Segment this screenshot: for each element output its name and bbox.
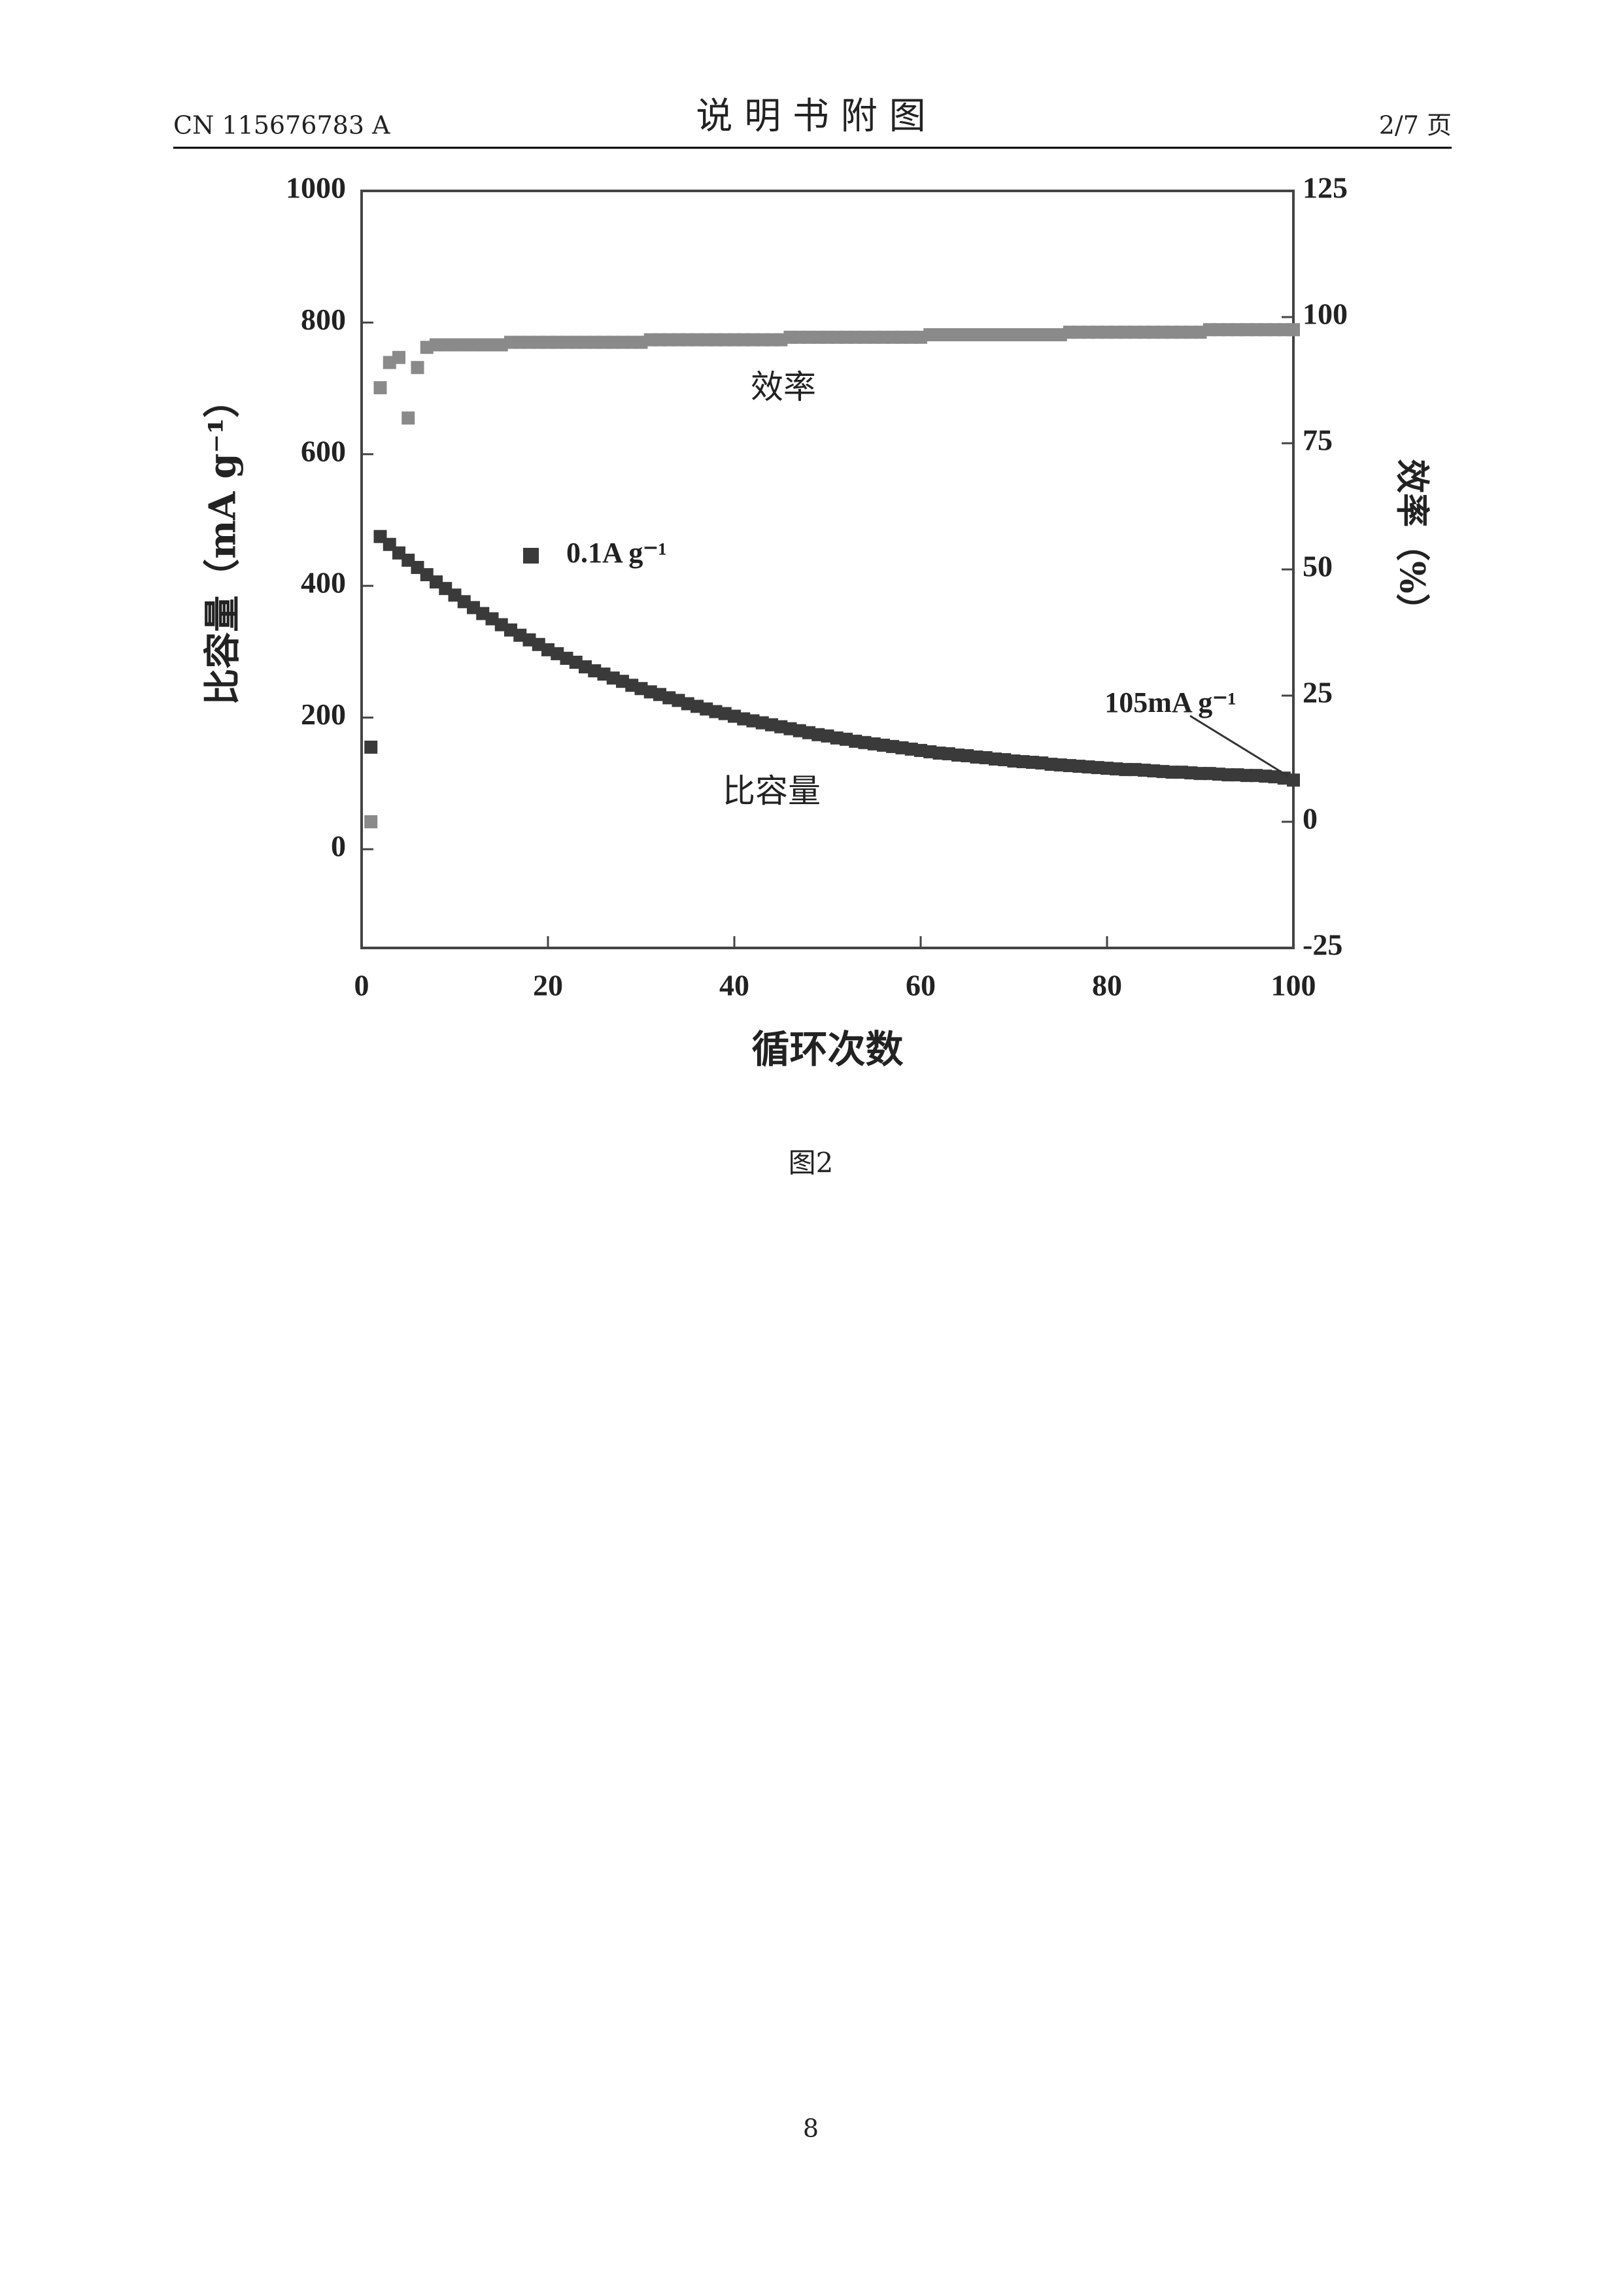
x-tick-label: 20 xyxy=(533,969,563,1002)
data-point xyxy=(1287,773,1300,787)
page-title: 说 明 书 附 图 xyxy=(696,95,925,138)
data-point xyxy=(411,361,424,375)
y-tick-label: 600 xyxy=(301,434,346,467)
x-axis-title: 循环次数 xyxy=(751,1027,903,1072)
annotation-arrow xyxy=(1189,715,1289,777)
y2-tick-label: 50 xyxy=(1303,550,1333,583)
data-point xyxy=(364,740,378,754)
y2-tick-label: -25 xyxy=(1303,928,1342,962)
series-label: 效率 xyxy=(751,368,816,406)
y2-tick-label: 100 xyxy=(1303,297,1348,331)
x-tick-label: 40 xyxy=(719,969,749,1002)
series-label: 比容量 xyxy=(723,772,821,810)
legend-marker xyxy=(523,548,539,564)
page-counter: 2/7 页 xyxy=(1379,111,1452,140)
x-tick-label: 0 xyxy=(354,969,369,1002)
plot-frame xyxy=(360,190,1295,949)
y2-tick-label: 0 xyxy=(1303,802,1318,836)
y-tick-label: 400 xyxy=(301,566,346,599)
caption: 图2 xyxy=(789,1147,834,1179)
y-tick-label: 1000 xyxy=(286,171,346,205)
y-axis-title: 比容量（mA g⁻¹） xyxy=(201,381,245,705)
y2-tick-label: 75 xyxy=(1303,424,1333,457)
y2-tick-label: 125 xyxy=(1303,171,1348,205)
y-tick-label: 800 xyxy=(301,303,346,336)
page-number: 8 xyxy=(803,2114,819,2143)
x-tick-label: 80 xyxy=(1092,969,1122,1002)
y2-tick-label: 25 xyxy=(1303,676,1333,709)
x-tick-label: 60 xyxy=(906,969,936,1002)
y2-axis-title: 效率（%） xyxy=(1392,459,1432,627)
data-point xyxy=(1287,323,1300,337)
y-tick-label: 200 xyxy=(301,698,346,731)
data-point xyxy=(392,350,405,364)
data-point xyxy=(373,381,387,395)
annotation: 105mA g⁻¹ xyxy=(1104,686,1236,718)
y-tick-label: 0 xyxy=(331,830,346,863)
data-point xyxy=(364,815,378,828)
patent-number: CN 115676783 A xyxy=(173,111,390,140)
legend-label: 0.1A g⁻¹ xyxy=(566,537,667,569)
data-point xyxy=(401,411,415,425)
x-tick-label: 100 xyxy=(1271,969,1316,1002)
